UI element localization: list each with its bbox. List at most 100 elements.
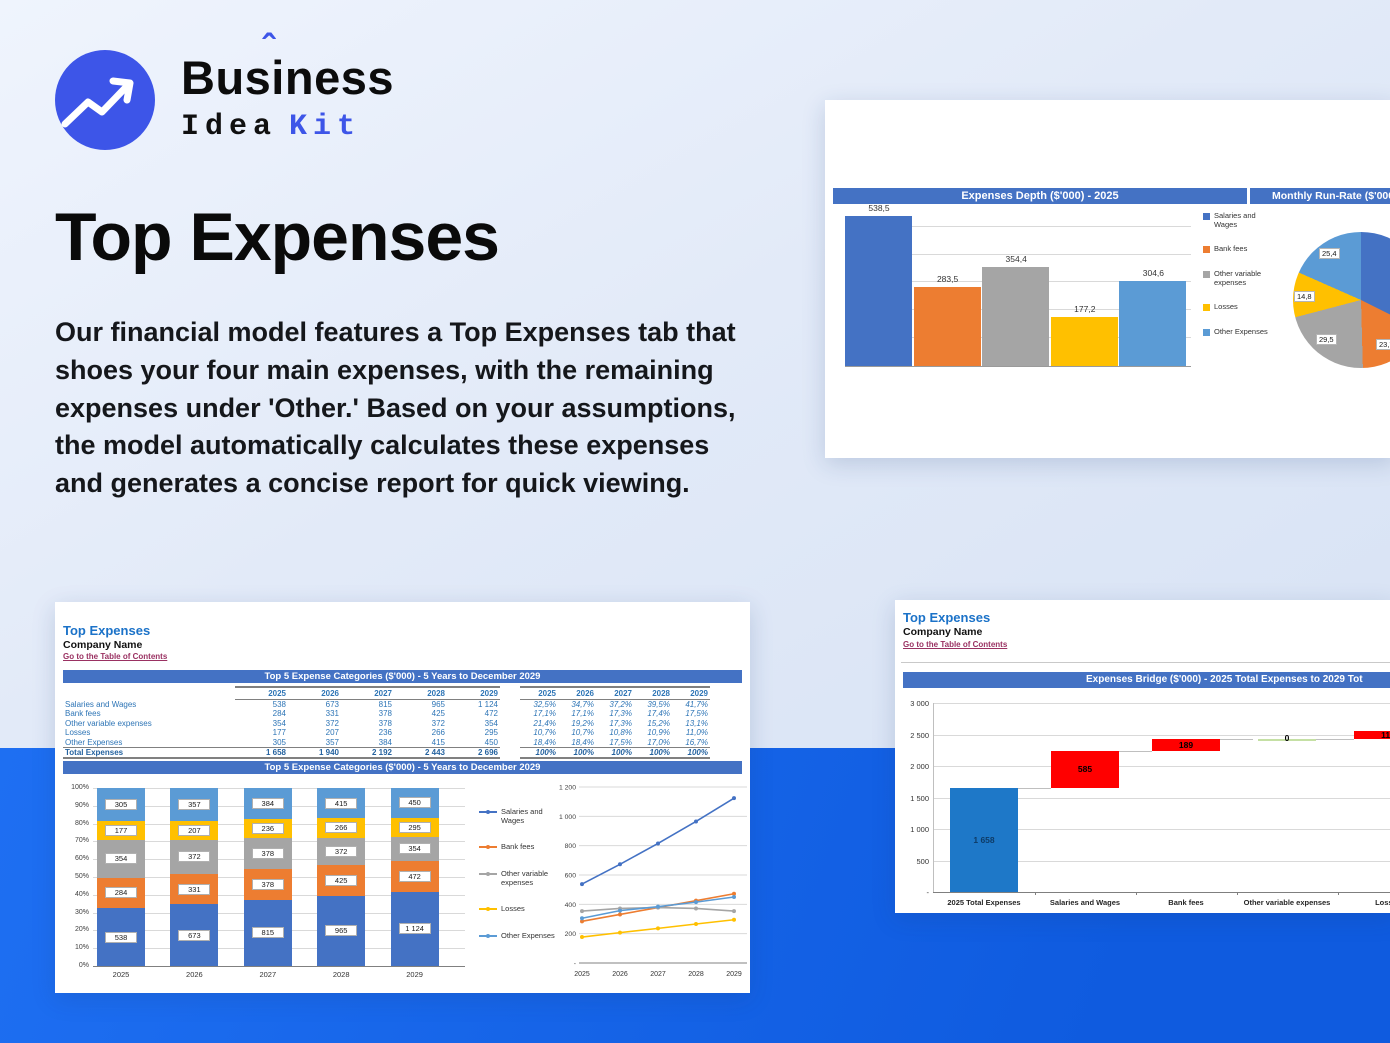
waterfall-bar-2025-total-expenses bbox=[950, 787, 1018, 892]
table-of-contents-link[interactable]: Go to the Table of Contents bbox=[63, 652, 168, 661]
legend-swatch bbox=[1203, 213, 1210, 220]
legend-item: Other Expenses bbox=[479, 931, 555, 941]
sheet-company-name: Company Name bbox=[63, 639, 143, 651]
value-cell: 331 bbox=[325, 709, 339, 719]
svg-text:-: - bbox=[574, 961, 576, 968]
svg-text:1 200: 1 200 bbox=[559, 785, 576, 792]
category-label: 2025 Total Expenses bbox=[947, 898, 1021, 907]
pie-slice-label: 29,5 bbox=[1316, 334, 1337, 345]
x-axis-label: 2026 bbox=[186, 970, 203, 979]
connector-line bbox=[1316, 738, 1354, 740]
table-row: 100% 100% 100% 100% 100% bbox=[520, 747, 710, 760]
y-axis-line bbox=[933, 703, 934, 892]
y-axis-label: 90% bbox=[74, 801, 89, 809]
value-cell: 357 bbox=[325, 737, 339, 747]
legend-line-marker bbox=[479, 933, 497, 938]
value-cell: 295 bbox=[484, 728, 498, 738]
pct-cell: 17,3% bbox=[609, 709, 632, 719]
gridline bbox=[933, 703, 1390, 704]
legend-label: Salaries and Wages bbox=[1214, 211, 1256, 229]
row-label: Salaries and Wages bbox=[65, 699, 137, 709]
pct-cell: 17,1% bbox=[533, 709, 556, 719]
screenshot-expenses-bridge-card: Top Expenses Company Name Go to the Tabl… bbox=[895, 600, 1390, 913]
waterfall-bar-bank-fees bbox=[1152, 738, 1220, 751]
table-row: Other Expenses 305 357 384 415 450 bbox=[63, 738, 500, 748]
y-axis-label: 500 bbox=[916, 856, 929, 866]
legend-item: Bank fees bbox=[1203, 245, 1283, 254]
total-value: 2 443 bbox=[394, 747, 447, 760]
value-cell: 384 bbox=[378, 737, 392, 747]
stack-value-label: 415 bbox=[325, 797, 358, 809]
y-axis-label: 10% bbox=[74, 944, 89, 952]
svg-text:400: 400 bbox=[565, 902, 577, 909]
value-cell: 450 bbox=[484, 737, 498, 747]
value-cell: 177 bbox=[272, 728, 286, 738]
pct-cell: 41,7% bbox=[685, 700, 708, 709]
pct-cell: 17,4% bbox=[647, 709, 670, 719]
chart-title-expenses-depth: Expenses Depth ($'000) - 2025 bbox=[833, 188, 1247, 204]
x-axis-label: 2029 bbox=[406, 970, 423, 979]
table-row: Total Expenses 1 658 1 940 2 192 2 443 2 696 bbox=[63, 747, 500, 760]
total-pct: 100% bbox=[672, 747, 710, 760]
value-cell: 372 bbox=[325, 718, 339, 728]
brand-wordmark: Bus ˆ iness Idea Kit bbox=[181, 30, 394, 144]
stack-value-label: 372 bbox=[325, 845, 358, 857]
x-axis-label: 2025 bbox=[112, 970, 130, 979]
total-value: 1 658 bbox=[235, 747, 288, 760]
x-axis-line bbox=[93, 966, 465, 967]
bar-value-label: 538,5 bbox=[868, 203, 890, 213]
stack-value-label: 354 bbox=[398, 843, 431, 855]
table-of-contents-link[interactable]: Go to the Table of Contents bbox=[903, 640, 1008, 649]
value-cell: 354 bbox=[484, 718, 498, 728]
legend-item: Other variable expenses bbox=[1203, 269, 1283, 287]
brand-word1-pre: Bus bbox=[181, 51, 272, 104]
waterfall-value-label: 0 bbox=[1284, 732, 1290, 743]
expense-table-percentages: 2025 2026 2027 2028 2029 32,5% 34,7% 37,2% 39,5%… bbox=[520, 686, 710, 760]
legend-label: Salaries and Wages bbox=[501, 807, 543, 825]
total-pct: 100% bbox=[558, 747, 596, 760]
legend-swatch bbox=[1203, 270, 1210, 278]
stack-value-label: 378 bbox=[251, 878, 284, 890]
total-pct: 100% bbox=[520, 747, 558, 760]
svg-text:800: 800 bbox=[565, 843, 577, 850]
brand-word1-post: ness bbox=[284, 51, 394, 104]
y-axis-label: 50% bbox=[74, 873, 89, 880]
y-axis-label: 3 000 bbox=[910, 699, 929, 708]
value-cell: 538 bbox=[272, 700, 286, 709]
year-header: 2025 bbox=[520, 686, 558, 700]
pct-cell: 11,0% bbox=[685, 728, 708, 738]
bar-salaries-and-wages bbox=[845, 216, 912, 366]
y-axis-label: 100% bbox=[71, 784, 89, 791]
year-header: 2029 bbox=[672, 686, 710, 700]
waterfall-bar-losses bbox=[1354, 731, 1390, 739]
pct-cell: 15,2% bbox=[647, 718, 670, 728]
svg-text:2028: 2028 bbox=[688, 971, 704, 978]
legend-label: Other variable expenses bbox=[501, 868, 549, 887]
table-row: 17,1% 17,1% 17,3% 17,4% 17,5% bbox=[520, 709, 710, 718]
value-cell: 1 124 bbox=[477, 700, 498, 709]
category-label: Salaries and Wages bbox=[1049, 898, 1121, 907]
x-axis-line bbox=[933, 892, 1390, 893]
sheet-company-name: Company Name bbox=[903, 626, 983, 638]
stack-value-label: 472 bbox=[398, 870, 431, 882]
brand-name-business: Bus ˆ iness bbox=[181, 30, 394, 104]
x-axis-label: 2027 bbox=[259, 970, 277, 979]
value-cell: 378 bbox=[378, 709, 392, 719]
y-axis-label: 40% bbox=[74, 890, 89, 898]
legend-item: Losses bbox=[1203, 302, 1283, 312]
bar-bank-fees bbox=[913, 287, 981, 366]
value-cell: 425 bbox=[431, 709, 445, 719]
axis-tick bbox=[1337, 892, 1339, 895]
waterfall-value-label: 189 bbox=[1178, 739, 1194, 750]
year-header: 2027 bbox=[596, 686, 634, 700]
legend-item: Other Expenses bbox=[1203, 327, 1283, 337]
stack-value-label: 295 bbox=[398, 822, 431, 834]
year-header: 2028 bbox=[394, 686, 447, 700]
pct-cell: 32,5% bbox=[533, 700, 556, 709]
pct-cell: 10,9% bbox=[647, 728, 670, 738]
y-axis-label: 1 000 bbox=[910, 825, 929, 834]
table-row: 32,5% 34,7% 37,2% 39,5% 41,7% bbox=[520, 700, 710, 710]
pct-cell: 19,2% bbox=[571, 718, 594, 728]
value-cell: 236 bbox=[378, 728, 392, 738]
logo-icon bbox=[55, 50, 155, 150]
